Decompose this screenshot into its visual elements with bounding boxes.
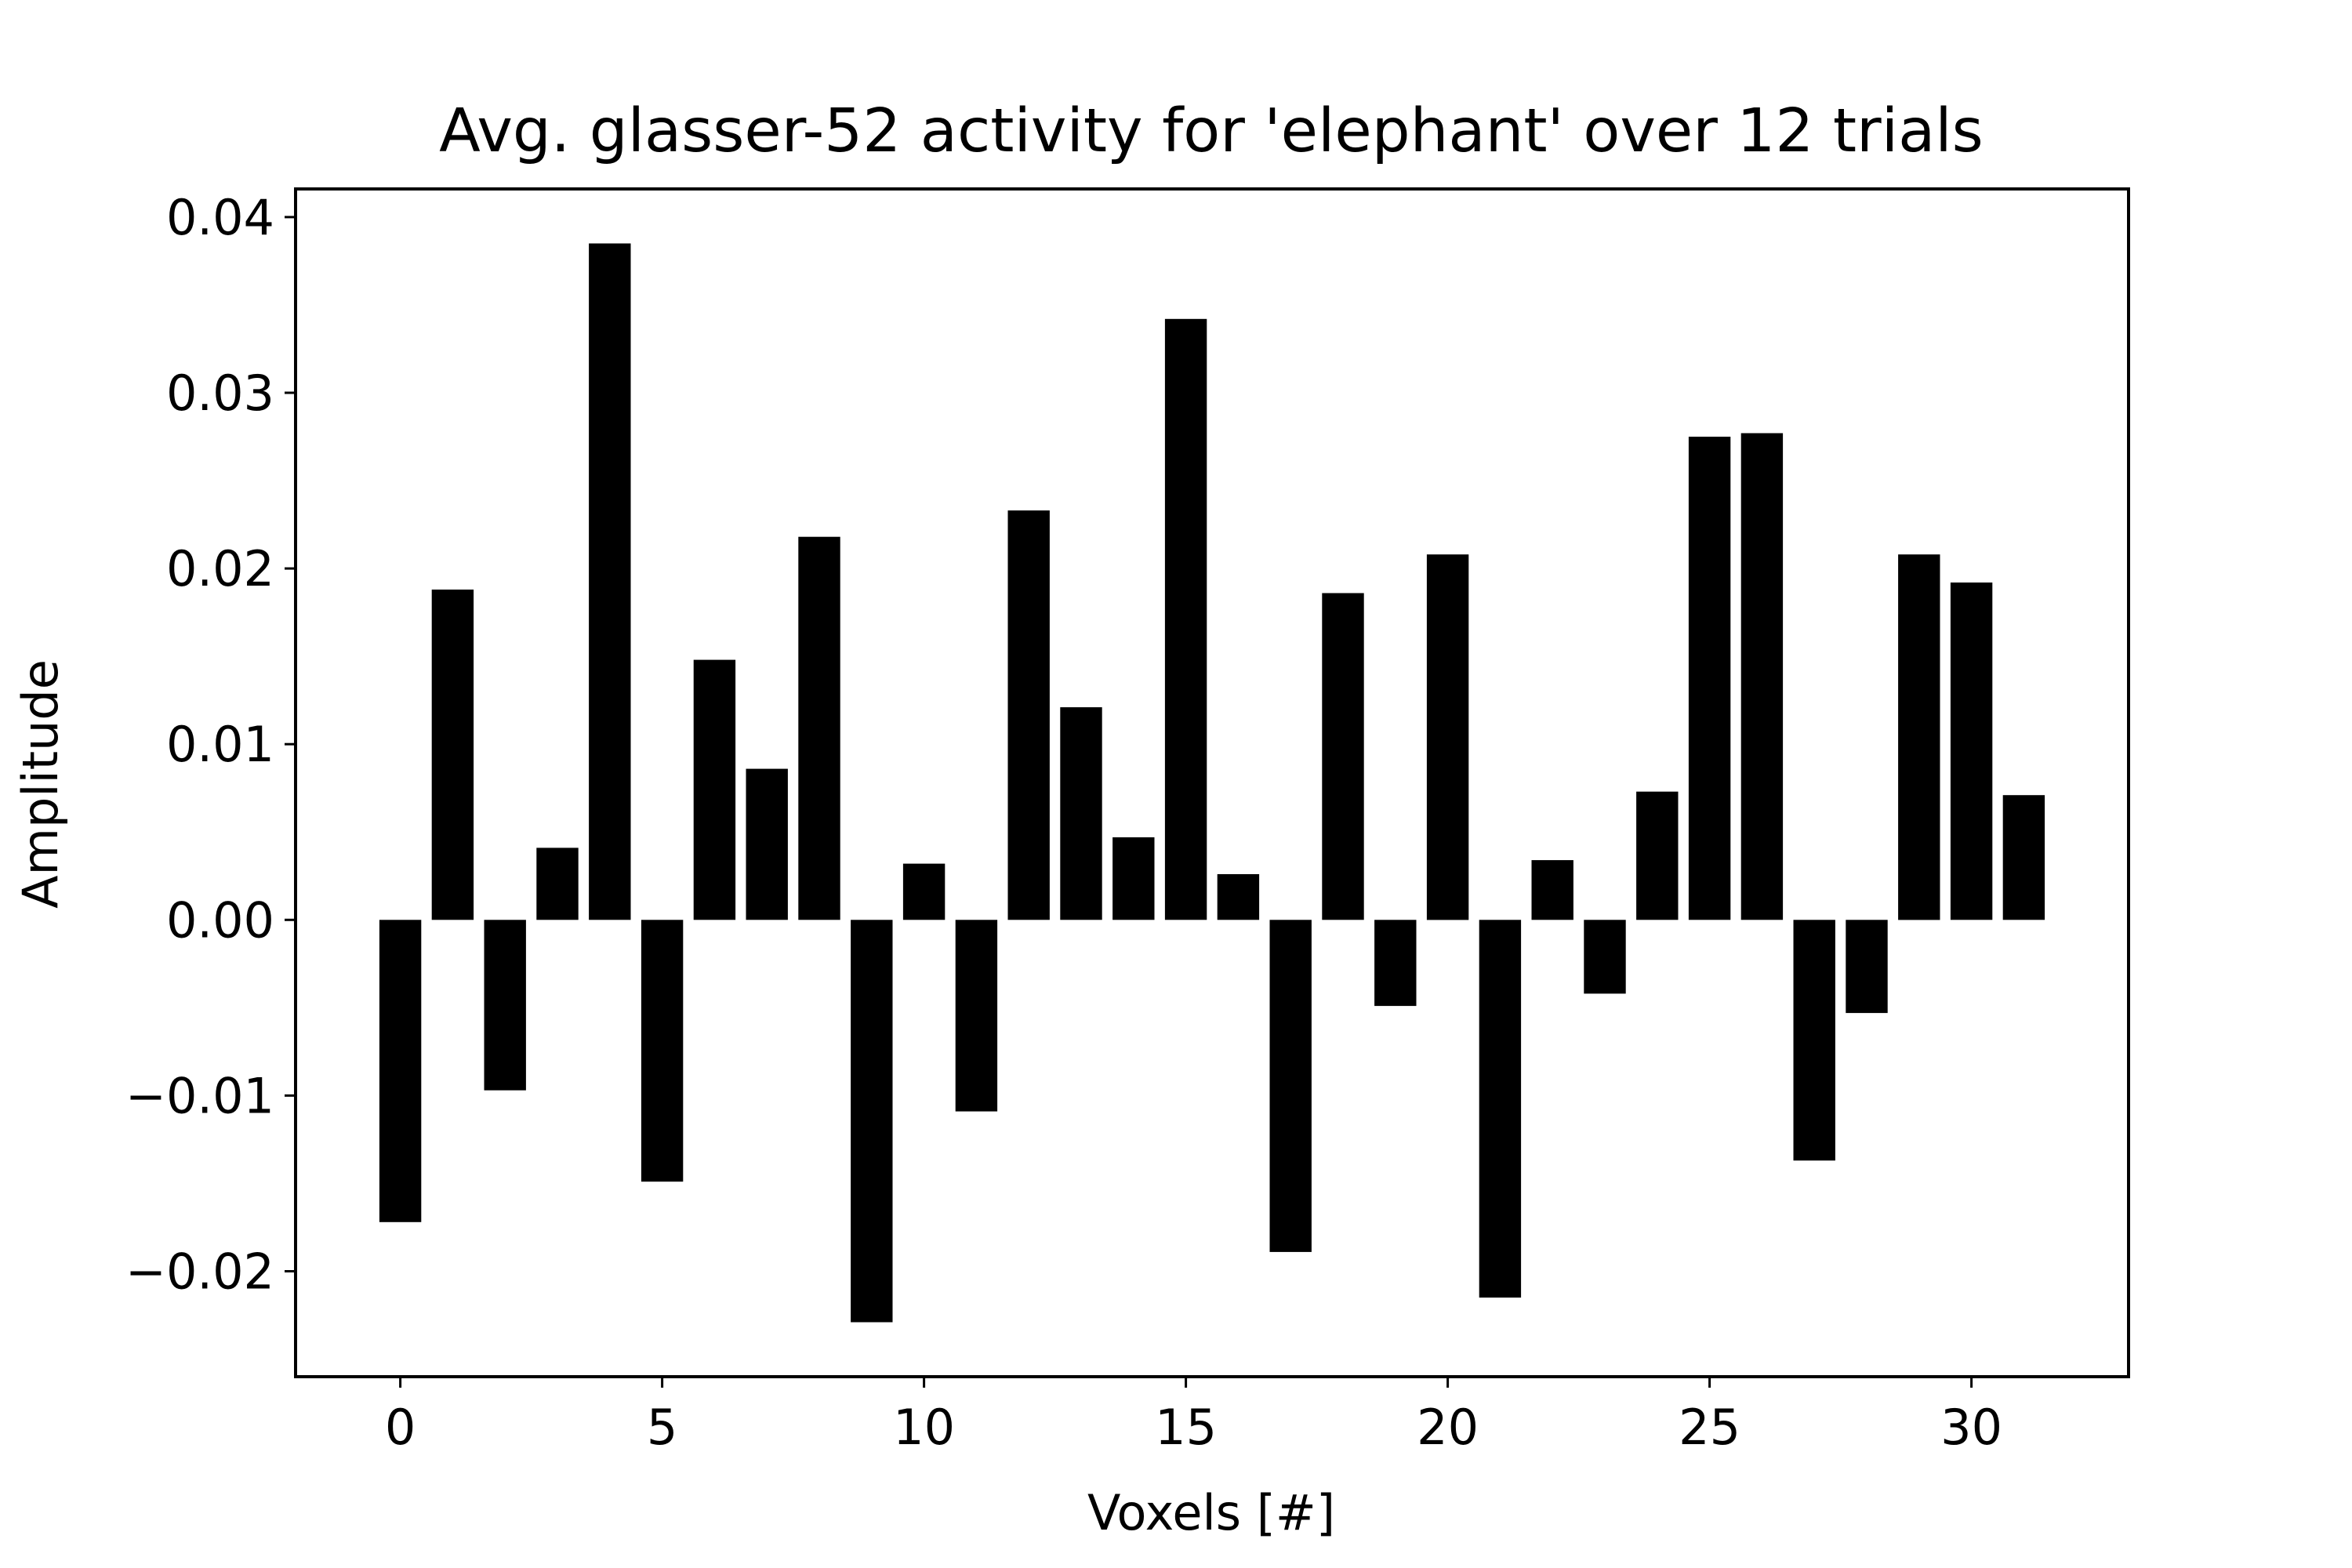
bar-voxel-31 xyxy=(2002,795,2045,920)
bar-voxel-26 xyxy=(1740,433,1784,920)
x-tick-label: 25 xyxy=(1679,1399,1740,1456)
bar-voxel-25 xyxy=(1688,437,1731,920)
y-tick-label: −0.01 xyxy=(125,1067,274,1124)
y-tick-label: 0.02 xyxy=(166,540,274,597)
chart-title: Avg. glasser-52 activity for 'elephant' … xyxy=(439,96,1984,166)
y-tick-label: 0.00 xyxy=(166,891,274,949)
bar-voxel-27 xyxy=(1793,920,1835,1161)
y-tick-label: 0.01 xyxy=(166,716,274,773)
x-tick-label: 0 xyxy=(385,1399,416,1456)
bar-voxel-9 xyxy=(851,920,893,1323)
bar-voxel-11 xyxy=(955,920,998,1112)
x-tick-label: 10 xyxy=(893,1399,955,1456)
x-tick-label: 15 xyxy=(1155,1399,1217,1456)
y-tick-label: 0.04 xyxy=(166,189,274,246)
bar-voxel-16 xyxy=(1217,874,1260,920)
bar-voxel-12 xyxy=(1007,510,1050,920)
bar-voxel-3 xyxy=(536,848,579,920)
bar-voxel-17 xyxy=(1269,920,1312,1252)
bar-voxel-23 xyxy=(1584,920,1626,994)
bar-voxel-19 xyxy=(1374,920,1417,1007)
bar-voxel-21 xyxy=(1479,920,1522,1298)
bar-voxel-10 xyxy=(902,863,946,920)
x-tick-label: 5 xyxy=(647,1399,677,1456)
bar-voxel-2 xyxy=(484,920,526,1091)
y-axis: −0.02 −0.01 0.00 0.01 0.02 0.03 0.04 xyxy=(125,189,296,1301)
bar-voxel-5 xyxy=(641,920,684,1182)
bars-group xyxy=(379,243,2045,1323)
x-axis: 0 5 10 15 20 25 30 xyxy=(385,1377,2002,1456)
x-axis-label: Voxels [#] xyxy=(1087,1484,1335,1541)
bar-voxel-24 xyxy=(1636,791,1679,920)
y-tick-label: 0.03 xyxy=(166,365,274,422)
bar-voxel-15 xyxy=(1164,318,1207,920)
bar-voxel-4 xyxy=(589,243,631,920)
x-tick-label: 30 xyxy=(1940,1399,2002,1456)
y-axis-label: Amplitude xyxy=(12,659,69,909)
plot-frame xyxy=(294,187,2130,1378)
bar-voxel-14 xyxy=(1112,837,1155,920)
bar-voxel-8 xyxy=(798,536,840,920)
y-tick-label: −0.02 xyxy=(125,1243,274,1301)
x-tick-label: 20 xyxy=(1417,1399,1479,1456)
bar-voxel-13 xyxy=(1060,707,1102,920)
bar-voxel-0 xyxy=(379,920,422,1222)
bar-voxel-29 xyxy=(1898,554,1940,920)
bar-voxel-20 xyxy=(1426,554,1469,920)
bar-voxel-6 xyxy=(693,659,736,920)
bar-voxel-1 xyxy=(431,590,474,920)
bar-voxel-22 xyxy=(1531,860,1573,920)
bar-voxel-28 xyxy=(1846,920,1888,1014)
bar-voxel-7 xyxy=(746,768,788,920)
bar-voxel-30 xyxy=(1950,583,1993,920)
bar-voxel-18 xyxy=(1322,593,1364,920)
